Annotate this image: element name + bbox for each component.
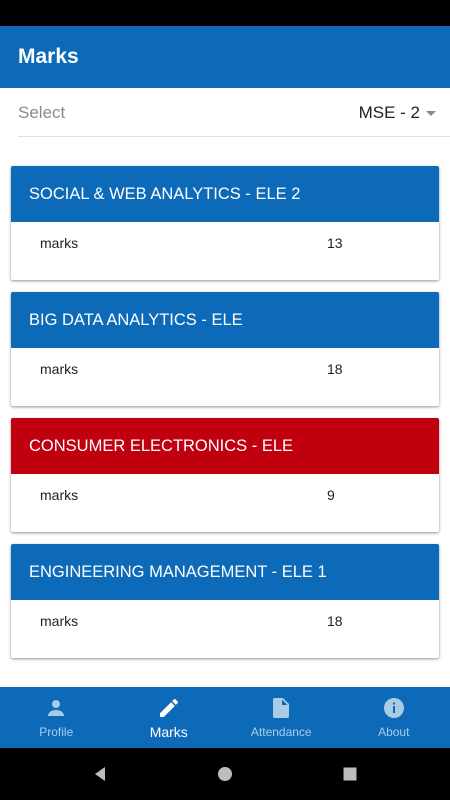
nav-item-marks[interactable]: Marks <box>113 687 226 748</box>
page-title: Marks <box>18 45 79 68</box>
subject-card-header: CONSUMER ELECTRONICS - ELE <box>11 418 439 474</box>
marks-value: 13 <box>327 235 343 251</box>
subject-card: CONSUMER ELECTRONICS - ELE marks 9 <box>11 418 439 532</box>
nav-label-profile: Profile <box>39 725 74 739</box>
marks-value: 18 <box>327 613 343 629</box>
marks-label: marks <box>40 361 79 377</box>
subject-name: CONSUMER ELECTRONICS - ELE <box>29 436 294 455</box>
marks-value: 18 <box>327 361 343 377</box>
subject-name: BIG DATA ANALYTICS - ELE <box>29 310 243 329</box>
exam-dropdown[interactable]: MSE - 2 <box>359 101 436 125</box>
subject-card: ENGINEERING MANAGEMENT - ELE 1 marks 18 <box>11 544 439 658</box>
select-label: Select <box>18 103 66 122</box>
nav-item-attendance[interactable]: Attendance <box>225 687 338 748</box>
info-icon <box>383 698 404 718</box>
marks-value: 9 <box>327 487 335 503</box>
nav-label-attendance: Attendance <box>250 725 312 739</box>
marks-label: marks <box>40 487 79 503</box>
status-bar <box>0 0 450 26</box>
system-navigation-bar <box>0 748 450 800</box>
marks-row: marks 9 <box>11 474 439 532</box>
nav-label-about: About <box>378 725 410 739</box>
exam-select-row: Select MSE - 2 <box>18 88 450 137</box>
subject-name: ENGINEERING MANAGEMENT - ELE 1 <box>29 562 327 581</box>
person-icon <box>48 700 65 716</box>
subject-card-header: BIG DATA ANALYTICS - ELE <box>11 292 439 348</box>
bottom-navigation: Profile Marks Attendance About <box>0 687 450 748</box>
document-icon <box>273 698 290 718</box>
marks-row: marks 18 <box>11 348 439 406</box>
subject-card: BIG DATA ANALYTICS - ELE marks 18 <box>11 292 439 406</box>
chevron-down-icon <box>426 110 436 116</box>
marks-label: marks <box>40 613 79 629</box>
app-bar: Marks <box>0 26 450 88</box>
marks-row: marks 13 <box>11 222 439 280</box>
nav-item-profile[interactable]: Profile <box>0 687 113 748</box>
marks-label: marks <box>40 235 79 251</box>
exam-dropdown-value: MSE - 2 <box>358 103 420 122</box>
subject-name: SOCIAL & WEB ANALYTICS - ELE 2 <box>29 184 301 203</box>
subject-card-header: SOCIAL & WEB ANALYTICS - ELE 2 <box>11 166 439 222</box>
marks-row: marks 18 <box>11 600 439 658</box>
recents-icon[interactable] <box>342 766 358 782</box>
home-icon[interactable] <box>217 766 233 782</box>
nav-label-marks: Marks <box>149 724 188 740</box>
back-icon[interactable] <box>92 766 108 782</box>
nav-item-about[interactable]: About <box>338 687 450 748</box>
subject-card-header: ENGINEERING MANAGEMENT - ELE 1 <box>11 544 439 600</box>
pencil-icon <box>159 698 178 717</box>
subject-card: SOCIAL & WEB ANALYTICS - ELE 2 marks 13 <box>11 166 439 280</box>
